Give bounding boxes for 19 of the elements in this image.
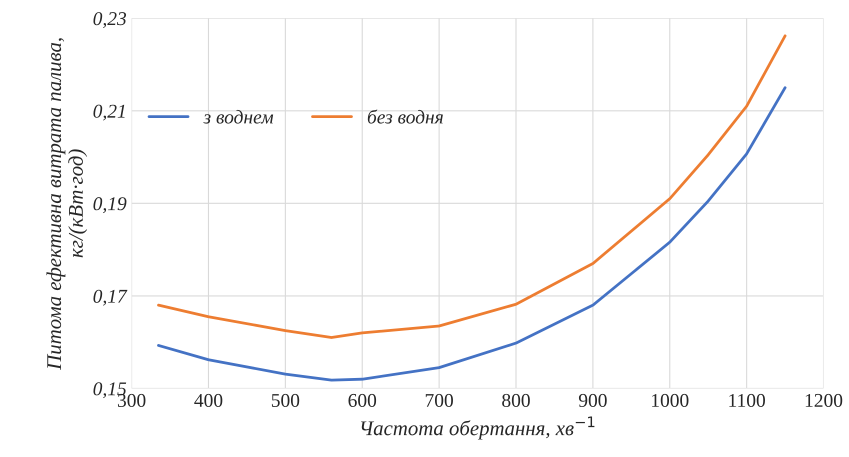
line-series: [157, 34, 786, 339]
x-tick-label: 900: [578, 394, 607, 407]
x-tick-label: 1200: [806, 394, 842, 407]
legend-label: без водня: [368, 110, 443, 124]
x-tick-label: 400: [194, 394, 222, 407]
x-tick-label: 700: [426, 394, 453, 407]
line-series: [157, 86, 786, 382]
x-tick-label: 1000: [652, 394, 688, 407]
y-tick-label: 0,21: [93, 104, 125, 121]
legend-label: з воднем: [203, 110, 274, 124]
x-tick-label: 600: [348, 394, 376, 407]
x-axis-title: Частота обертання, хв$^{−1}$: [361, 416, 594, 440]
y-axis-title: Питома ефективна витрата палива, кг/(кВт·год): [46, 38, 88, 370]
x-tick-label: 800: [502, 394, 530, 407]
y-tick-label: 0,23: [93, 12, 126, 28]
y-tick-label: 0,19: [93, 197, 126, 214]
y-tick-label: 0,17: [93, 290, 128, 306]
x-tick-label: 1100: [729, 394, 765, 407]
x-tick-label: 500: [272, 394, 300, 407]
